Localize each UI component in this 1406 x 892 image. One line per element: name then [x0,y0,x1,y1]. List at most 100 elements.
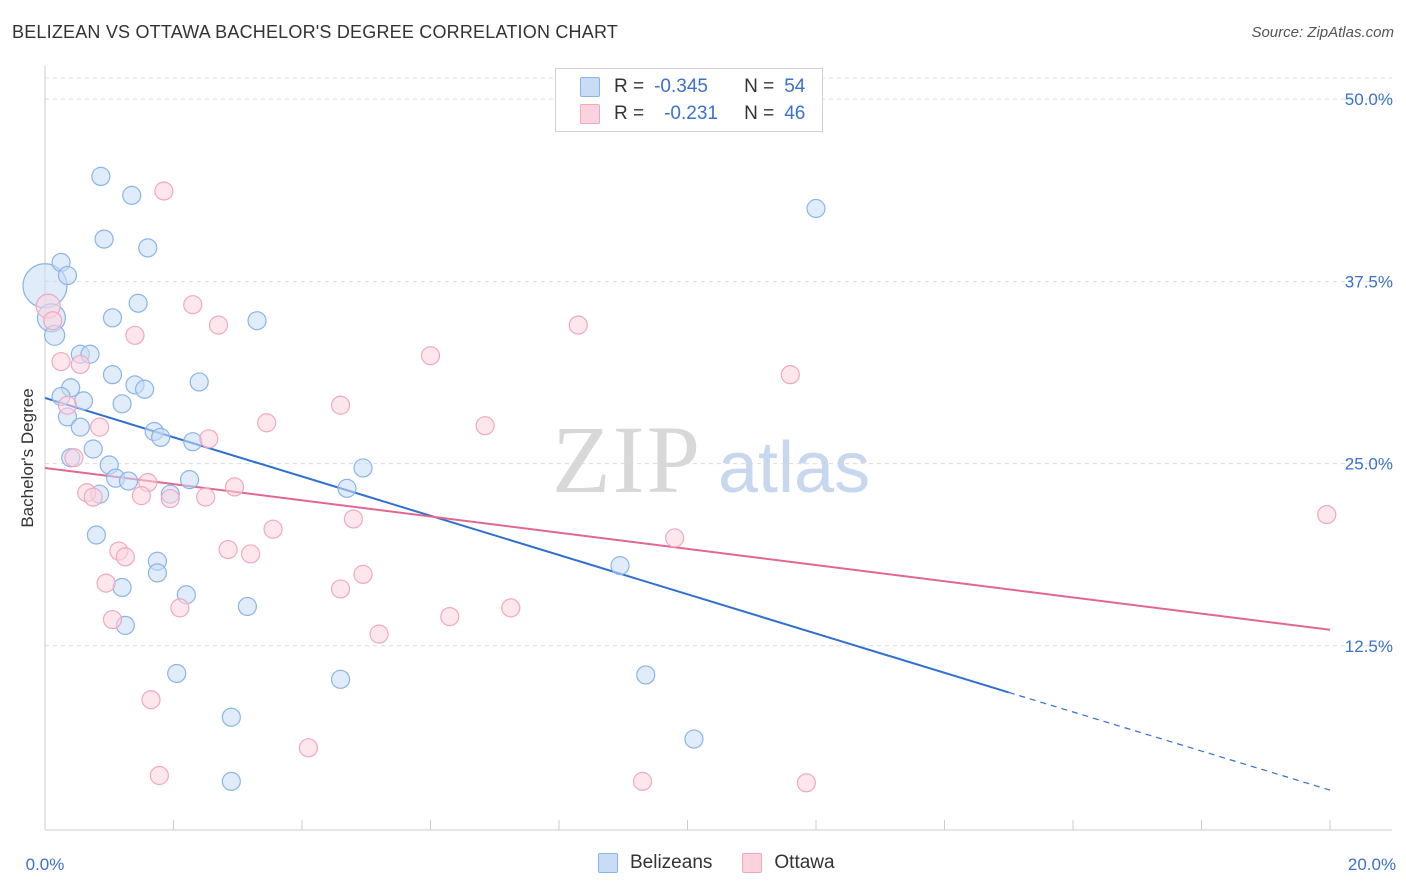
point-belizeans [684,729,704,749]
legend-row-belizeans: R = -0.345 N = 54 [580,75,805,99]
point-belizeans [73,391,94,411]
point-ottawa [298,738,319,758]
point-ottawa [353,564,373,584]
legend-r-value-belizeans: -0.345 [654,76,708,97]
point-belizeans [237,596,257,617]
legend-r-value-ottawa: -0.231 [664,103,718,124]
point-belizeans [112,394,132,414]
trendline-extension-belizeans [1008,691,1331,791]
point-belizeans [57,265,78,286]
point-belizeans [70,417,90,437]
point-ottawa [1317,504,1337,525]
axes [44,66,1392,831]
source-label: Source: ZipAtlas.com [1251,24,1394,41]
point-ottawa [440,607,460,627]
point-belizeans [247,311,267,331]
point-ottawa [141,690,161,710]
legend-item-belizeans[interactable]: Belizeans [598,852,712,874]
tick-labels: 12.5% 25.0% 37.5% 50.0% 0.0% 20.0% [26,90,1396,874]
point-ottawa [90,417,110,437]
series-legend: Belizeans Ottawa [598,852,865,874]
point-ottawa [224,477,245,497]
point-ottawa [796,773,816,793]
point-ottawa [115,547,135,567]
watermark-atlas: atlas [718,428,870,508]
point-ottawa [208,315,229,335]
point-ottawa [568,315,588,335]
trendline-ottawa [44,466,1331,631]
point-ottawa [330,579,351,599]
legend-label-ottawa: Ottawa [774,852,835,873]
point-ottawa [170,598,190,618]
point-ottawa [475,416,495,436]
legend-r-label: R = [614,103,645,124]
point-belizeans [91,166,111,187]
point-belizeans [134,379,155,399]
point-belizeans [138,238,158,258]
point-belizeans [353,458,373,478]
legend-swatch-ottawa [742,853,763,873]
y-tick-label: 50.0% [1345,90,1393,109]
point-belizeans [147,563,168,583]
correlation-legend: R = -0.345 N = 54 R = -0.231 N = 46 [555,68,823,132]
point-belizeans [189,372,209,392]
y-tick-label: 25.0% [1345,455,1393,474]
point-ottawa [70,354,90,375]
point-belizeans [128,293,148,313]
point-belizeans [337,478,357,498]
point-belizeans [183,432,203,452]
point-ottawa [125,325,145,345]
legend-row-ottawa: R = -0.231 N = 46 [580,102,805,126]
legend-n-label: N = [744,103,775,124]
point-ottawa [241,544,261,564]
legend-r-label: R = [614,76,645,97]
point-ottawa [369,624,389,644]
point-ottawa [501,598,521,618]
point-belizeans [167,663,187,684]
point-belizeans [112,577,132,598]
legend-n-label: N = [744,76,775,97]
legend-n-value-belizeans: 54 [784,76,806,97]
legend-label-belizeans: Belizeans [630,852,713,873]
point-ottawa [160,488,180,509]
point-belizeans [179,470,200,490]
y-tick-label: 37.5% [1345,272,1393,291]
point-belizeans [221,707,241,727]
point-belizeans [83,439,103,459]
legend-swatch-belizeans [598,853,618,873]
x-tick-label: 0.0% [26,855,65,874]
point-belizeans [330,669,351,689]
point-belizeans [102,365,123,385]
point-belizeans [636,665,656,685]
point-ottawa [665,528,685,548]
point-belizeans [122,185,142,205]
point-ottawa [632,771,653,791]
point-ottawa [131,486,151,506]
point-ottawa [780,365,800,385]
point-ottawa [330,395,351,415]
point-belizeans [86,525,107,545]
watermark: ZIP atlas [552,406,870,513]
x-tick-label: 20.0% [1348,855,1396,874]
legend-n-value-ottawa: 46 [784,103,806,124]
point-belizeans [94,229,114,249]
legend-swatch-ottawa [580,104,600,124]
y-tick-label: 12.5% [1345,637,1393,656]
point-ottawa [57,395,78,415]
point-ottawa [64,448,84,468]
point-ottawa [218,539,238,560]
point-ottawa [43,311,63,331]
point-ottawa [183,295,203,315]
data-points [22,166,1337,793]
point-ottawa [343,509,363,529]
point-belizeans [102,308,123,328]
point-belizeans [610,556,630,576]
chart-title: BELIZEAN VS OTTAWA BACHELOR'S DEGREE COR… [12,22,619,42]
legend-swatch-belizeans [580,77,600,97]
legend-item-ottawa[interactable]: Ottawa [742,852,835,874]
point-belizeans [221,771,241,791]
point-ottawa [102,609,123,630]
point-ottawa [263,519,283,539]
point-belizeans [151,427,171,447]
